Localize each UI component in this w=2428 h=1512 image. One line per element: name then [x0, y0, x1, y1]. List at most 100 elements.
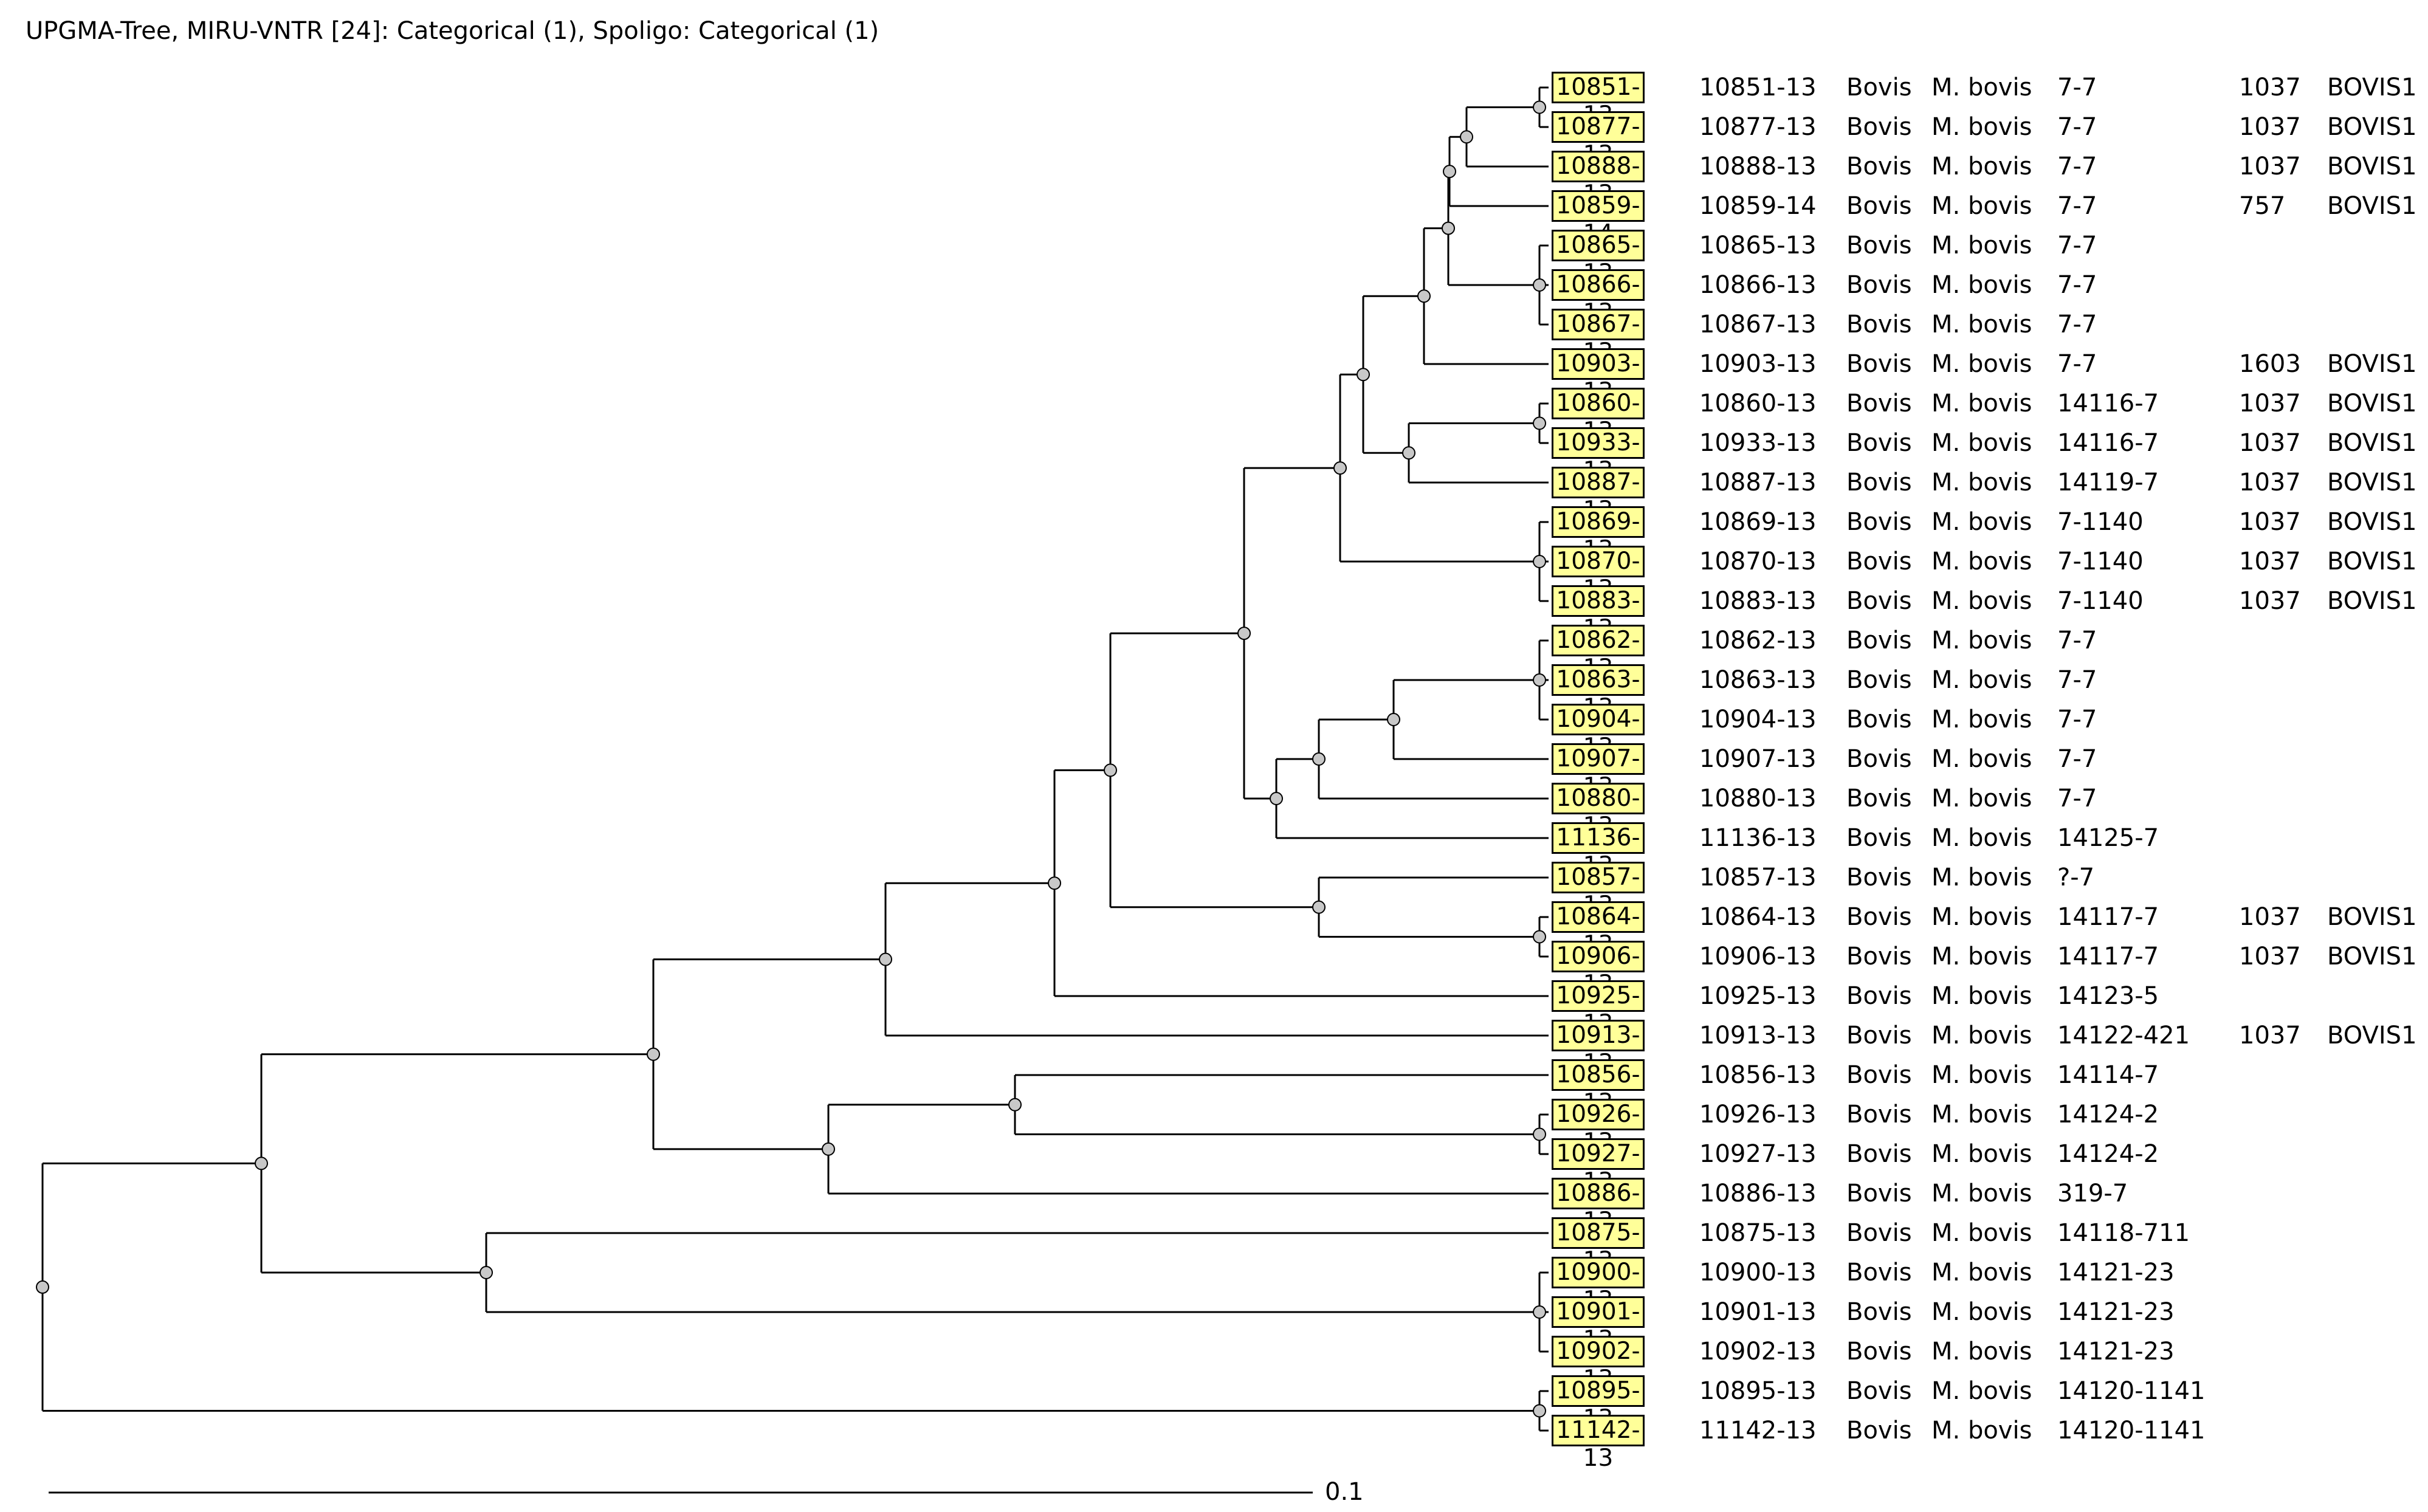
leaf-row[interactable]: 10869-13 10869-13 Bovis M. bovis 7-1140 1037 B… [0, 506, 2428, 563]
leaf-tag[interactable]: 10902-13 [1552, 1336, 1645, 1393]
leaf-row[interactable]: 10903-13 10903-13 Bovis M. bovis 7-7 1603 BOVI… [0, 348, 2428, 405]
leaf-row[interactable]: 10880-13 10880-13 Bovis M. bovis 7-7 [0, 783, 2428, 840]
tree-node[interactable] [1533, 278, 1546, 292]
leaf-row[interactable]: 10866-13 10866-13 Bovis M. bovis 7-7 [0, 269, 2428, 326]
leaf-row[interactable]: 10867-13 10867-13 Bovis M. bovis 7-7 [0, 309, 2428, 366]
leaf-tag[interactable]: 10895-13 [1552, 1375, 1645, 1432]
tree-node[interactable] [822, 1142, 835, 1156]
leaf-tag[interactable]: 10880-13 [1552, 783, 1645, 840]
leaf-row[interactable]: 10906-13 10906-13 Bovis M. bovis 14117-7 1037… [0, 941, 2428, 998]
leaf-row[interactable]: 10927-13 10927-13 Bovis M. bovis 14124-2 [0, 1138, 2428, 1195]
leaf-row[interactable]: 10925-13 10925-13 Bovis M. bovis 14123-5 [0, 980, 2428, 1037]
leaf-row[interactable]: 10900-13 10900-13 Bovis M. bovis 14121-23 [0, 1257, 2428, 1314]
leaf-tag[interactable]: 10900-13 [1552, 1257, 1645, 1314]
leaf-row[interactable]: 10887-13 10887-13 Bovis M. bovis 14119-7 1037… [0, 467, 2428, 524]
tree-node[interactable] [1443, 165, 1456, 179]
leaf-tag[interactable]: 10866-13 [1552, 269, 1645, 326]
tree-node[interactable] [1417, 289, 1431, 303]
leaf-tag[interactable]: 10862-13 [1552, 625, 1645, 682]
leaf-tag[interactable]: 10913-13 [1552, 1020, 1645, 1077]
tree-node[interactable] [1533, 1127, 1546, 1141]
tree-node[interactable] [1533, 416, 1546, 430]
tree-node[interactable] [1533, 1305, 1546, 1319]
leaf-row[interactable]: 10851-13 10851-13 Bovis M. bovis 7-7 1037 BOVI… [0, 72, 2428, 129]
leaf-tag[interactable]: 10877-13 [1552, 111, 1645, 168]
leaf-tag[interactable]: 10863-13 [1552, 664, 1645, 721]
tree-node[interactable] [1442, 221, 1455, 235]
leaf-row[interactable]: 11136-13 11136-13 Bovis M. bovis 14125-7 [0, 822, 2428, 879]
leaf-row[interactable]: 10863-13 10863-13 Bovis M. bovis 7-7 [0, 664, 2428, 721]
leaf-tag[interactable]: 10875-13 [1552, 1217, 1645, 1274]
leaf-row[interactable]: 10862-13 10862-13 Bovis M. bovis 7-7 [0, 625, 2428, 682]
leaf-tag[interactable]: 10859-14 [1552, 190, 1645, 247]
leaf-row[interactable]: 10883-13 10883-13 Bovis M. bovis 7-1140 1037 B… [0, 585, 2428, 642]
leaf-row[interactable]: 10895-13 10895-13 Bovis M. bovis 14120-1141 [0, 1375, 2428, 1432]
tree-node[interactable] [879, 952, 892, 966]
leaf-row[interactable]: 10864-13 10864-13 Bovis M. bovis 14117-7 1037… [0, 901, 2428, 958]
tree-node[interactable] [1533, 673, 1546, 687]
leaf-tag[interactable]: 10926-13 [1552, 1099, 1645, 1156]
tree-node[interactable] [1008, 1098, 1022, 1112]
leaf-tag[interactable]: 10903-13 [1552, 348, 1645, 405]
tree-node[interactable] [1104, 763, 1117, 777]
leaf-tag[interactable]: 10886-13 [1552, 1178, 1645, 1235]
leaf-tag[interactable]: 10864-13 [1552, 901, 1645, 958]
leaf-tag[interactable]: 10865-13 [1552, 230, 1645, 287]
leaf-tag[interactable]: 10907-13 [1552, 743, 1645, 800]
leaf-tag[interactable]: 10901-13 [1552, 1296, 1645, 1353]
leaf-row[interactable]: 10926-13 10926-13 Bovis M. bovis 14124-2 [0, 1099, 2428, 1156]
leaf-tag[interactable]: 10851-13 [1552, 72, 1645, 129]
leaf-row[interactable]: 10888-13 10888-13 Bovis M. bovis 7-7 1037 BOVI… [0, 151, 2428, 208]
leaf-tag[interactable]: 11136-13 [1552, 822, 1645, 879]
tree-node[interactable] [1533, 555, 1546, 568]
leaf-tag[interactable]: 10933-13 [1552, 427, 1645, 484]
tree-node[interactable] [1270, 792, 1283, 805]
leaf-row[interactable]: 10877-13 10877-13 Bovis M. bovis 7-7 1037 BOVI… [0, 111, 2428, 168]
tree-node[interactable] [1048, 876, 1061, 890]
leaf-row[interactable]: 10859-14 10859-14 Bovis M. bovis 7-7 757 BOVIS… [0, 190, 2428, 247]
leaf-tag[interactable]: 10856-13 [1552, 1059, 1645, 1116]
tree-node[interactable] [1533, 930, 1546, 944]
leaf-tag[interactable]: 10927-13 [1552, 1138, 1645, 1195]
tree-node[interactable] [1312, 752, 1326, 766]
tree-node[interactable] [1357, 368, 1370, 382]
tree-node[interactable] [480, 1266, 493, 1279]
tree-node[interactable] [1312, 900, 1326, 914]
leaf-row[interactable]: 10913-13 10913-13 Bovis M. bovis 14122-421 10… [0, 1020, 2428, 1077]
leaf-tag[interactable]: 10860-13 [1552, 388, 1645, 445]
leaf-tag[interactable]: 11142-13 [1552, 1415, 1645, 1472]
leaf-tag[interactable]: 10888-13 [1552, 151, 1645, 208]
tree-node[interactable] [1402, 446, 1415, 460]
tree-node[interactable] [1333, 461, 1347, 475]
tree-node[interactable] [647, 1047, 660, 1061]
tree-node[interactable] [1460, 130, 1473, 144]
leaf-row[interactable]: 10857-13 10857-13 Bovis M. bovis ?-7 [0, 862, 2428, 919]
leaf-row[interactable]: 10904-13 10904-13 Bovis M. bovis 7-7 [0, 704, 2428, 761]
tree-node[interactable] [1387, 713, 1400, 726]
leaf-tag[interactable]: 10869-13 [1552, 506, 1645, 563]
leaf-tag[interactable]: 10867-13 [1552, 309, 1645, 366]
leaf-tag[interactable]: 10906-13 [1552, 941, 1645, 998]
leaf-row[interactable]: 10901-13 10901-13 Bovis M. bovis 14121-23 [0, 1296, 2428, 1353]
leaf-row[interactable]: 10907-13 10907-13 Bovis M. bovis 7-7 [0, 743, 2428, 800]
leaf-row[interactable]: 10856-13 10856-13 Bovis M. bovis 14114-7 [0, 1059, 2428, 1116]
leaf-row[interactable]: 10886-13 10886-13 Bovis M. bovis 319-7 [0, 1178, 2428, 1235]
tree-node[interactable] [255, 1156, 268, 1170]
leaf-tag[interactable]: 10857-13 [1552, 862, 1645, 919]
leaf-tag[interactable]: 10870-13 [1552, 546, 1645, 603]
tree-node[interactable] [1533, 100, 1546, 114]
tree-node[interactable] [1237, 627, 1251, 641]
leaf-tag[interactable]: 10904-13 [1552, 704, 1645, 761]
leaf-row[interactable]: 10870-13 10870-13 Bovis M. bovis 7-1140 1037 B… [0, 546, 2428, 603]
leaf-tag[interactable]: 10887-13 [1552, 467, 1645, 524]
leaf-row[interactable]: 10902-13 10902-13 Bovis M. bovis 14121-23 [0, 1336, 2428, 1393]
leaf-tag[interactable]: 10883-13 [1552, 585, 1645, 642]
leaf-row[interactable]: 10933-13 10933-13 Bovis M. bovis 14116-7 1037… [0, 427, 2428, 484]
leaf-row[interactable]: 10865-13 10865-13 Bovis M. bovis 7-7 [0, 230, 2428, 287]
tree-node[interactable] [1533, 1404, 1546, 1418]
leaf-row[interactable]: 10875-13 10875-13 Bovis M. bovis 14118-711 [0, 1217, 2428, 1274]
leaf-row[interactable]: 11142-13 11142-13 Bovis M. bovis 14120-1141 [0, 1415, 2428, 1472]
tree-node[interactable] [36, 1280, 49, 1294]
leaf-tag[interactable]: 10925-13 [1552, 980, 1645, 1037]
leaf-row[interactable]: 10860-13 10860-13 Bovis M. bovis 14116-7 1037… [0, 388, 2428, 445]
